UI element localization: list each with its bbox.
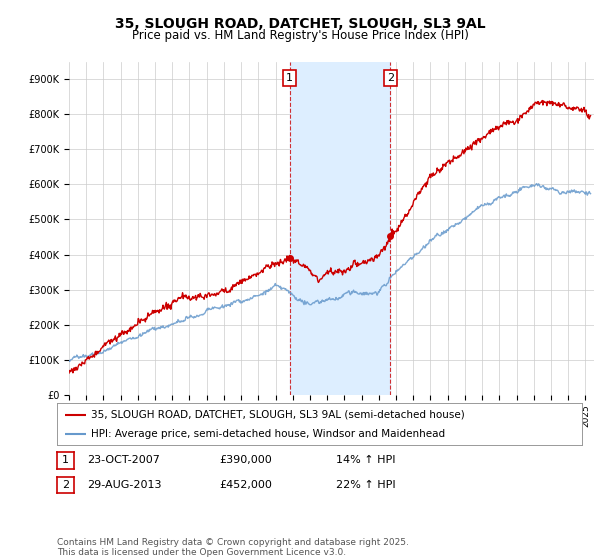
Text: 14% ↑ HPI: 14% ↑ HPI [336, 455, 395, 465]
Text: 35, SLOUGH ROAD, DATCHET, SLOUGH, SL3 9AL (semi-detached house): 35, SLOUGH ROAD, DATCHET, SLOUGH, SL3 9A… [91, 410, 465, 420]
Text: 35, SLOUGH ROAD, DATCHET, SLOUGH, SL3 9AL: 35, SLOUGH ROAD, DATCHET, SLOUGH, SL3 9A… [115, 17, 485, 31]
Text: 29-AUG-2013: 29-AUG-2013 [87, 480, 161, 490]
Text: 1: 1 [62, 455, 69, 465]
Text: £390,000: £390,000 [219, 455, 272, 465]
Text: 2: 2 [386, 73, 394, 83]
Text: 22% ↑ HPI: 22% ↑ HPI [336, 480, 395, 490]
Text: HPI: Average price, semi-detached house, Windsor and Maidenhead: HPI: Average price, semi-detached house,… [91, 430, 445, 439]
Text: 2: 2 [62, 480, 69, 490]
Text: Contains HM Land Registry data © Crown copyright and database right 2025.
This d: Contains HM Land Registry data © Crown c… [57, 538, 409, 557]
Text: 23-OCT-2007: 23-OCT-2007 [87, 455, 160, 465]
Text: 1: 1 [286, 73, 293, 83]
Text: £452,000: £452,000 [219, 480, 272, 490]
Text: Price paid vs. HM Land Registry's House Price Index (HPI): Price paid vs. HM Land Registry's House … [131, 29, 469, 42]
Bar [290, 62, 390, 395]
